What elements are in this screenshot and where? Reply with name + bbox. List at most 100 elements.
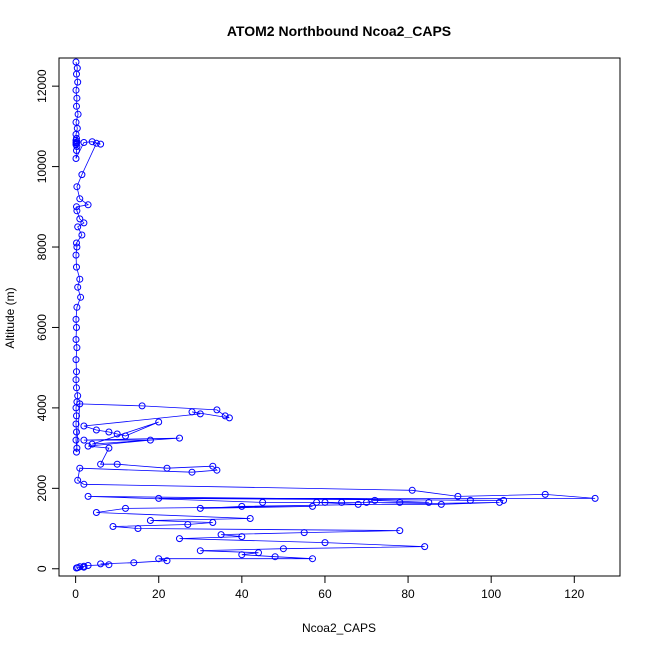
data-point [113,430,121,438]
data-point [188,408,196,416]
data-point [321,539,329,547]
y-axis: 0 2000 4000 6000 8000 10000 12000 [35,69,60,572]
data-point [138,402,146,410]
data-point [437,500,445,508]
data-point [221,412,229,420]
data-point [146,517,154,524]
data-point [97,140,105,148]
data-point [97,460,105,468]
y-tick-label: 2000 [35,475,49,502]
data-point [246,515,254,522]
data-point [72,404,80,412]
x-axis: 0 20 40 60 80 100 120 [72,575,585,601]
y-tick-label: 12000 [35,69,49,103]
data-point [238,551,246,559]
data-point [113,460,121,468]
data-point [176,535,183,543]
data-point [73,384,80,392]
x-tick-label: 100 [481,587,501,601]
y-axis-label: Altitude (m) [3,287,17,348]
data-point [73,70,80,78]
data-point [196,410,204,418]
data-point [109,523,117,530]
data-series [72,58,599,572]
x-tick-label: 40 [235,587,249,601]
data-point [76,215,84,223]
data-point [80,436,88,444]
data-point [122,504,129,512]
data-point [73,564,80,572]
data-point [88,138,96,146]
data-point [259,498,267,506]
data-point [496,498,503,506]
y-tick-label: 8000 [35,233,49,260]
data-point [73,243,81,251]
data-point [74,476,82,484]
x-tick-label: 20 [152,587,166,601]
data-point [73,412,80,420]
data-point [74,78,82,86]
data-point [73,263,80,271]
data-point [188,468,196,476]
data-point [78,171,86,179]
data-point [217,531,225,539]
data-point [196,547,204,555]
data-point [371,496,379,504]
x-axis-label: Ncoa2_CAPS [302,621,376,635]
data-point [313,498,321,506]
y-tick-label: 0 [35,565,49,572]
y-tick-label: 4000 [35,394,49,421]
data-point [72,336,80,343]
x-tick-label: 0 [72,587,79,601]
data-point [72,315,80,323]
data-point [309,502,316,510]
data-point [77,293,85,301]
data-point [163,557,171,565]
data-point [84,562,92,569]
data-point [73,368,80,376]
data-point [74,223,82,231]
data-point [105,428,113,436]
data-point [309,555,316,563]
data-point [80,480,88,488]
data-point [72,251,80,259]
data-point [88,440,96,448]
x-tick-label: 60 [318,587,332,601]
chart-title: ATOM2 Northbound Ncoa2_CAPS [227,23,451,39]
data-point [76,464,84,472]
data-point [425,498,433,506]
data-point [73,203,80,211]
data-point [73,207,81,215]
data-point [591,494,599,502]
data-point [209,519,217,526]
data-point [213,466,221,474]
data-point [72,86,80,94]
data-point [72,356,80,364]
data-point [105,444,113,452]
data-point [225,414,233,422]
data-point [213,406,221,414]
data-point [396,527,404,535]
data-point [271,553,279,561]
data-point [74,283,82,291]
data-point [76,400,84,408]
data-point [73,102,80,110]
series-line [75,61,596,569]
data-point [163,464,171,472]
data-point [396,498,404,506]
data-point [80,139,88,146]
data-point [73,344,81,352]
data-point [73,183,81,191]
data-point [92,139,100,147]
data-point [80,422,88,430]
data-point [76,195,84,203]
data-point [155,494,163,502]
data-point [354,500,362,508]
data-point [84,492,92,500]
data-point [454,492,462,500]
data-point [92,509,100,516]
data-point [72,155,80,162]
data-point [466,496,474,504]
data-point [408,486,416,494]
data-point [146,436,154,444]
